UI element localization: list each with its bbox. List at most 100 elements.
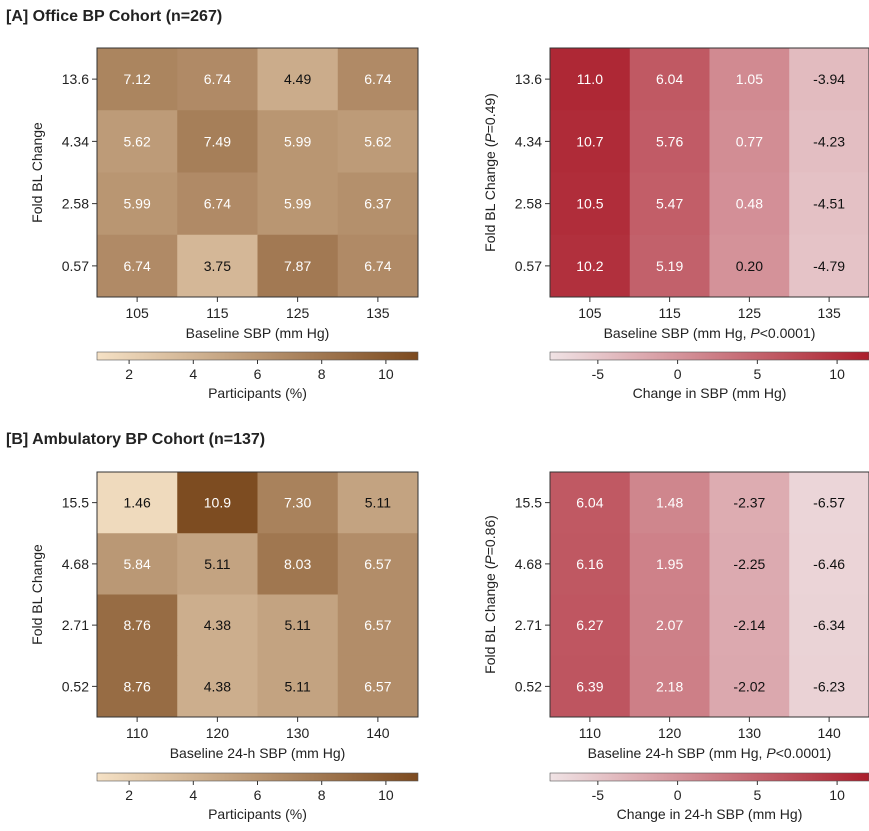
colorbar-tick-label: 2 (125, 787, 133, 803)
heatmap-cell (257, 234, 339, 298)
heatmap-cell (709, 110, 790, 173)
colorbar-tick-label: 0 (674, 366, 682, 382)
colorbar-title: Change in SBP (mm Hg) (633, 385, 787, 401)
cell-value-label: 11.0 (577, 71, 603, 87)
x-tick-label: 115 (206, 305, 229, 321)
cell-value-label: -2.02 (733, 678, 765, 694)
heatmap-cell (789, 655, 869, 718)
x-tick-label: 110 (126, 725, 149, 741)
cell-value-label: 5.76 (656, 133, 683, 149)
colorbar-tick-label: 4 (189, 366, 197, 382)
heatmap-cell (177, 48, 258, 111)
y-tick-label: 4.34 (62, 133, 89, 149)
x-axis-title: Baseline 24-h SBP (mm Hg) (170, 745, 346, 761)
heatmap-cell (550, 594, 631, 657)
cell-value-label: 3.75 (204, 258, 231, 274)
colorbar-tick-label: 5 (753, 366, 761, 382)
cell-value-label: -4.51 (813, 196, 845, 212)
heatmap-cell (550, 172, 631, 236)
colorbar-tick-label: 10 (378, 366, 394, 382)
colorbar-tick-label: 0 (674, 787, 682, 803)
label-part: =0.86) (482, 515, 498, 555)
cell-value-label: 1.46 (124, 495, 151, 511)
y-tick-label: 15.5 (515, 495, 542, 511)
y-tick-label: 2.58 (515, 196, 542, 212)
cell-value-label: 2.18 (656, 678, 683, 694)
heatmap-cell (337, 172, 419, 236)
cell-value-label: -3.94 (813, 71, 845, 87)
heatmap-3: 1.46 10.9 7.30 5.11 5.84 5.11 8.03 6.57 8.76 4.38… (29, 471, 419, 822)
colorbar-title: Change in 24-h SBP (mm Hg) (617, 806, 803, 822)
colorbar-tick-label: 10 (829, 366, 845, 382)
x-tick-label: 140 (817, 725, 841, 741)
heatmap-cell (257, 48, 339, 111)
x-tick-label: 105 (125, 305, 149, 321)
label-part: =0.49) (482, 93, 498, 133)
y-tick-label: 4.68 (515, 556, 542, 572)
heatmap-cell (629, 48, 710, 111)
cell-value-label: 6.57 (364, 678, 391, 694)
heatmap-cell (709, 48, 790, 111)
heatmap-cell (177, 533, 258, 595)
cell-value-label: 5.84 (124, 556, 151, 572)
cell-value-label: 5.11 (204, 556, 230, 572)
heatmap-cell (177, 234, 258, 298)
heatmap-cell (629, 110, 710, 173)
y-tick-label: 0.52 (515, 678, 542, 694)
label-part: Fold BL Change ( (482, 564, 498, 674)
heatmap-cell (629, 472, 710, 534)
colorbar-title: Participants (%) (208, 806, 307, 822)
heatmap-cell (709, 172, 790, 236)
heatmap-cell (789, 48, 869, 111)
heatmap-cell (629, 655, 710, 718)
cell-value-label: -4.23 (813, 133, 845, 149)
cell-value-label: 5.11 (365, 495, 391, 511)
colorbar (549, 351, 869, 361)
cell-value-label: 5.19 (656, 258, 683, 274)
cell-value-label: 8.76 (124, 678, 151, 694)
label-part: P (482, 133, 498, 143)
heatmap-1: 7.12 6.74 4.49 6.74 5.62 7.49 5.99 5.62 5.99 6.74… (29, 47, 419, 401)
y-tick-label: 0.57 (515, 258, 542, 274)
cell-value-label: 5.99 (284, 133, 311, 149)
label-part: Baseline 24-h SBP (mm Hg, (588, 745, 767, 761)
cell-value-label: 5.62 (124, 133, 151, 149)
heatmap-cell (257, 172, 339, 236)
cell-value-label: -6.46 (813, 556, 845, 572)
cell-value-label: 0.77 (736, 133, 763, 149)
colorbar-tick-label: 2 (125, 366, 133, 382)
x-tick-label: 125 (738, 305, 762, 321)
cell-value-label: 4.49 (284, 71, 311, 87)
colorbar (96, 351, 419, 361)
colorbar-tick-label: 6 (254, 366, 262, 382)
cell-value-label: -2.14 (733, 617, 765, 633)
x-axis-title: Baseline SBP (mm Hg, P<0.0001) (604, 325, 816, 341)
y-tick-label: 4.68 (62, 556, 89, 572)
heatmap-cell (337, 110, 419, 173)
colorbar-tick-label: -5 (592, 787, 605, 803)
heatmap-cell (337, 48, 419, 111)
colorbar-tick-label: -5 (592, 366, 605, 382)
heatmap-cell (789, 172, 869, 236)
heatmap-cell (550, 655, 631, 718)
cell-value-label: 7.30 (284, 495, 311, 511)
heatmap-cell (97, 655, 178, 718)
y-tick-label: 2.71 (515, 617, 542, 633)
heatmap-4: 6.04 1.48 -2.37 -6.57 6.16 1.95 -2.25 -6.46 6.27… (482, 471, 869, 822)
heatmap-2: 11.0 6.04 1.05 -3.94 10.7 5.76 0.77 -4.23 10.5 5.… (482, 47, 869, 401)
cell-value-label: 2.07 (656, 617, 683, 633)
x-tick-label: 110 (579, 725, 602, 741)
heatmap-cell (177, 655, 258, 718)
cell-value-label: 1.05 (736, 71, 763, 87)
heatmap-cell (709, 472, 790, 534)
heatmap-cell (629, 172, 710, 236)
x-tick-label: 135 (366, 305, 390, 321)
cell-value-label: 6.04 (576, 495, 603, 511)
x-tick-label: 125 (286, 305, 310, 321)
cell-value-label: 6.04 (656, 71, 683, 87)
cell-value-label: 7.49 (204, 133, 231, 149)
heatmap-cell (257, 655, 339, 718)
heatmap-cell (789, 110, 869, 173)
cell-value-label: 7.12 (124, 71, 151, 87)
y-axis-title: Fold BL Change (P=0.49) (482, 93, 498, 252)
